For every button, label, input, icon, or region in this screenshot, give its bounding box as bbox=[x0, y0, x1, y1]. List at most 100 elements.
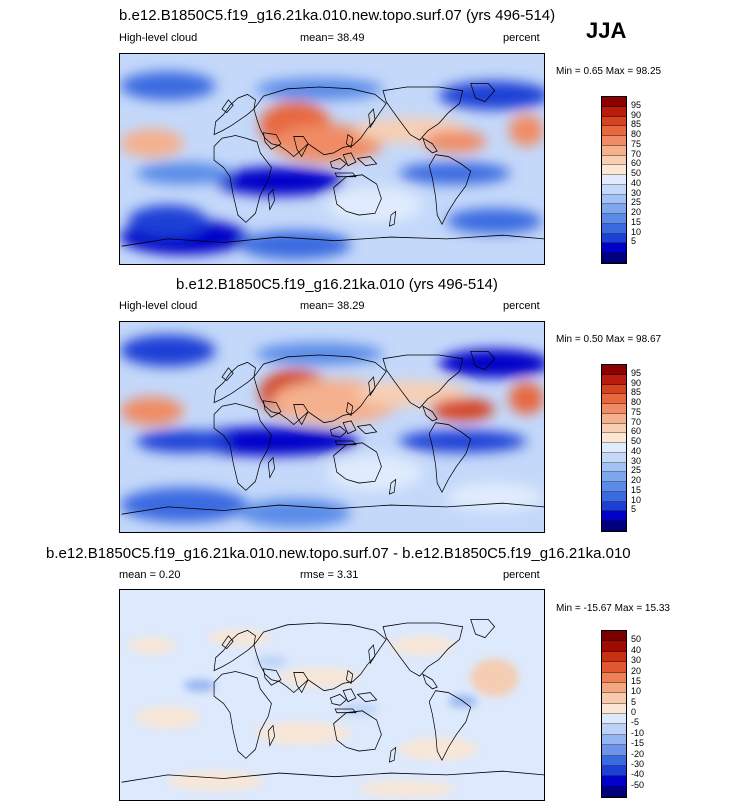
colorbar-swatch bbox=[602, 126, 626, 136]
colorbar-tick-label: 60 bbox=[631, 426, 642, 437]
colorbar-tick-label: 75 bbox=[631, 406, 642, 417]
colorbar-tick-label: 70 bbox=[631, 148, 642, 159]
colorbar-swatch bbox=[602, 714, 626, 725]
colorbar-tick-label: 30 bbox=[631, 187, 642, 198]
panel2-map-svg bbox=[120, 322, 544, 532]
colorbar-tick-label: 80 bbox=[631, 397, 642, 408]
colorbar-swatch bbox=[602, 765, 626, 777]
panel2-minmax: Min = 0.50 Max = 98.67 bbox=[556, 334, 662, 345]
colorbar-tick-label: 5 bbox=[631, 696, 637, 707]
colorbar-swatch bbox=[602, 106, 626, 117]
colorbar-swatch bbox=[602, 384, 626, 395]
colorbar-swatch bbox=[602, 482, 626, 492]
colorbar-swatch bbox=[602, 462, 626, 473]
colorbar-tick-label: 15 bbox=[631, 484, 642, 495]
colorbar-swatch bbox=[602, 521, 626, 531]
colorbar-tick-label: 30 bbox=[631, 655, 642, 666]
colorbar-tick-label: 80 bbox=[631, 129, 642, 140]
colorbar-swatch bbox=[602, 651, 626, 663]
panel1-colorbar-swatches bbox=[601, 96, 627, 264]
colorbar-swatch bbox=[602, 745, 626, 756]
colorbar-swatch bbox=[602, 253, 626, 263]
colorbar-tick-label: 90 bbox=[631, 377, 642, 388]
colorbar-swatch bbox=[602, 682, 626, 694]
colorbar-tick-label: 10 bbox=[631, 494, 642, 505]
panel2-mean-label: mean= 38.29 bbox=[300, 300, 365, 312]
colorbar-tick-label: 50 bbox=[631, 436, 642, 447]
panel1-map bbox=[119, 53, 545, 265]
colorbar-tick-label: 5 bbox=[631, 236, 637, 247]
panel1-minmax: Min = 0.65 Max = 98.25 bbox=[556, 66, 662, 77]
colorbar-swatch bbox=[602, 641, 626, 652]
panel2-title: b.e12.B1850C5.f19_g16.21ka.010 (yrs 496-… bbox=[176, 276, 498, 293]
panel3-mean-label: mean = 0.20 bbox=[119, 569, 181, 581]
colorbar-tick-label: 90 bbox=[631, 109, 642, 120]
panel3-map-svg bbox=[120, 590, 544, 800]
colorbar-swatch bbox=[602, 404, 626, 414]
colorbar-tick-label: 25 bbox=[631, 197, 642, 208]
colorbar-swatch bbox=[602, 145, 626, 156]
colorbar-tick-label: 95 bbox=[631, 99, 642, 110]
colorbar-swatch bbox=[602, 423, 626, 434]
panel3-units-label: percent bbox=[503, 569, 540, 581]
colorbar-swatch bbox=[602, 672, 626, 683]
panel3-map bbox=[119, 589, 545, 801]
colorbar-tick-label: 50 bbox=[631, 168, 642, 179]
colorbar-tick-label: 5 bbox=[631, 504, 637, 515]
colorbar-swatch bbox=[602, 116, 626, 127]
panel1-map-svg bbox=[120, 54, 544, 264]
colorbar-swatch bbox=[602, 155, 626, 166]
panel1-units-label: percent bbox=[503, 32, 540, 44]
colorbar-swatch bbox=[602, 662, 626, 673]
colorbar-swatch bbox=[602, 184, 626, 195]
panel3-title: b.e12.B1850C5.f19_g16.21ka.010.new.topo.… bbox=[46, 545, 631, 562]
panel1-variable-label: High-level cloud bbox=[119, 32, 198, 44]
panel2-variable-label: High-level cloud bbox=[119, 300, 198, 312]
colorbar-swatch bbox=[602, 433, 626, 443]
colorbar-tick-label: 15 bbox=[631, 216, 642, 227]
colorbar-swatch bbox=[602, 194, 626, 205]
colorbar-swatch bbox=[602, 724, 626, 735]
colorbar-tick-label: -15 bbox=[631, 738, 645, 749]
panel3-rmse-label: rmse = 3.31 bbox=[300, 569, 359, 581]
panel3-minmax: Min = -15.67 Max = 15.33 bbox=[556, 603, 670, 614]
colorbar-swatch bbox=[602, 755, 626, 766]
colorbar-tick-label: -5 bbox=[631, 717, 640, 728]
colorbar-swatch bbox=[602, 165, 626, 175]
colorbar-swatch bbox=[602, 452, 626, 463]
colorbar-tick-label: 40 bbox=[631, 177, 642, 188]
panel2-colorbar-swatches bbox=[601, 364, 627, 532]
colorbar-tick-label: 10 bbox=[631, 226, 642, 237]
colorbar-swatch bbox=[602, 233, 626, 244]
colorbar-swatch bbox=[602, 786, 626, 797]
colorbar-swatch bbox=[602, 472, 626, 482]
colorbar-swatch bbox=[602, 175, 626, 185]
colorbar-tick-label: 40 bbox=[631, 644, 642, 655]
colorbar-swatch bbox=[602, 136, 626, 146]
season-label: JJA bbox=[586, 18, 627, 43]
colorbar-tick-label: 60 bbox=[631, 158, 642, 169]
colorbar-swatch bbox=[602, 776, 626, 787]
colorbar-swatch bbox=[602, 214, 626, 224]
colorbar-swatch bbox=[602, 413, 626, 424]
colorbar-tick-label: 20 bbox=[631, 665, 642, 676]
colorbar-tick-label: 50 bbox=[631, 634, 642, 645]
colorbar-swatch bbox=[602, 97, 626, 107]
colorbar-tick-label: 0 bbox=[631, 707, 637, 717]
colorbar-tick-label: 10 bbox=[631, 686, 642, 697]
panel1-mean-label: mean= 38.49 bbox=[300, 32, 365, 44]
panel2-map bbox=[119, 321, 545, 533]
colorbar-swatch bbox=[602, 693, 626, 704]
colorbar-tick-label: 75 bbox=[631, 138, 642, 149]
colorbar-swatch bbox=[602, 204, 626, 214]
colorbar-tick-label: -30 bbox=[631, 758, 645, 769]
colorbar-tick-label: 20 bbox=[631, 475, 642, 486]
panel3-colorbar-swatches bbox=[601, 630, 627, 798]
colorbar-tick-label: 85 bbox=[631, 387, 642, 398]
colorbar-swatch bbox=[602, 243, 626, 253]
colorbar-tick-label: 95 bbox=[631, 367, 642, 378]
colorbar-tick-label: 85 bbox=[631, 119, 642, 130]
colorbar-tick-label: -50 bbox=[631, 779, 645, 790]
colorbar-swatch bbox=[602, 511, 626, 521]
colorbar-swatch bbox=[602, 734, 626, 746]
